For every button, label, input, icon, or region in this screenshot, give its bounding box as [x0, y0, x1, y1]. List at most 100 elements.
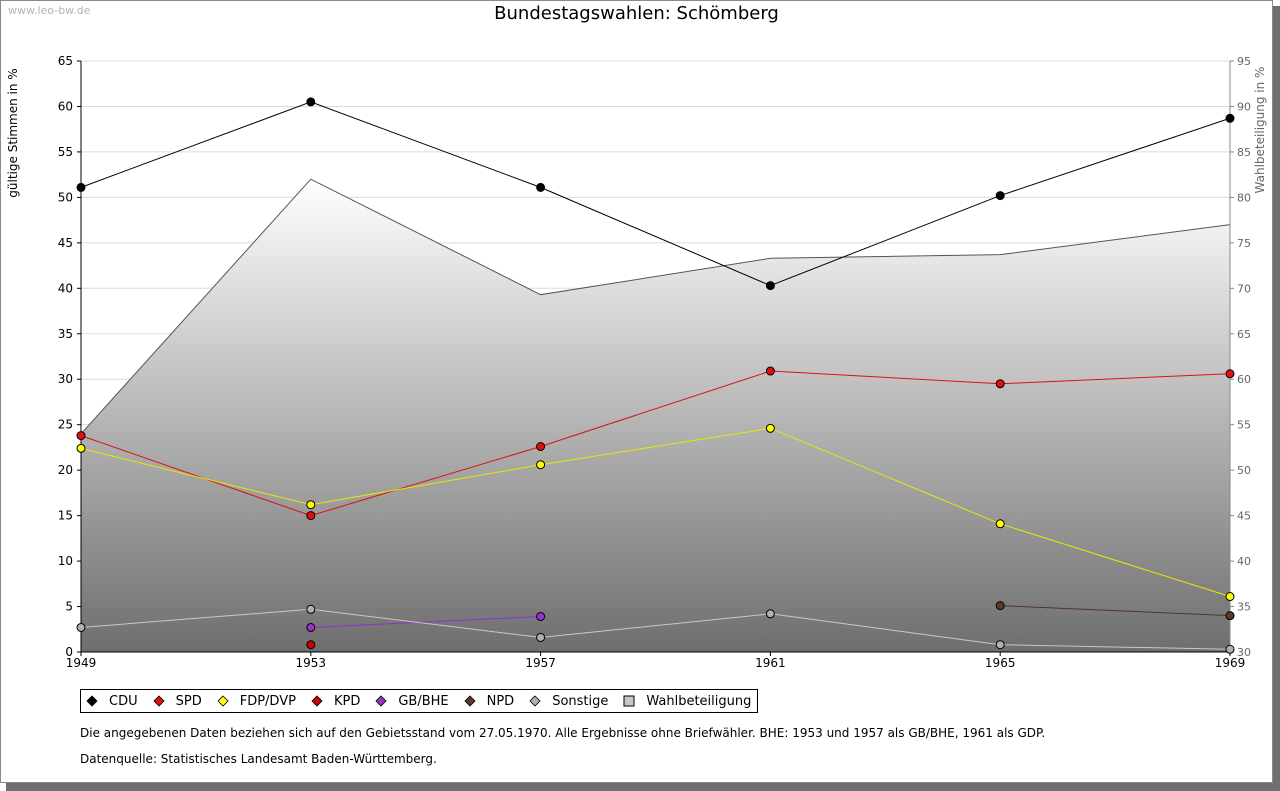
y2-tick-label: 95 — [1237, 55, 1251, 68]
x-tick-label: 1969 — [1215, 656, 1246, 670]
footnote-gebietsstand: Die angegebenen Daten beziehen sich auf … — [80, 726, 1046, 740]
y-tick-label: 5 — [65, 600, 73, 614]
series-line-cdu — [80, 101, 1231, 287]
y2-tick-label: 80 — [1237, 191, 1251, 204]
legend-item-wahlbeteiligung: Wahlbeteiligung — [622, 694, 751, 709]
legend-item-spd: SPD — [152, 694, 202, 709]
legend-item-npd: NPD — [463, 693, 515, 709]
point-sonstige — [536, 632, 546, 642]
y-tick-label: 50 — [58, 190, 73, 204]
x-tick-label: 1961 — [755, 656, 786, 670]
y2-tick-label: 85 — [1237, 146, 1251, 159]
point-gb-bhe — [536, 612, 546, 622]
y2-tick-label: 40 — [1237, 555, 1251, 568]
frame-shadow-right — [1273, 6, 1280, 791]
y2-tick-label: 65 — [1237, 328, 1251, 341]
legend-label-wahlbeteiligung: Wahlbeteiligung — [646, 693, 752, 709]
legend-swatch-gb-bhe — [375, 695, 387, 707]
x-tick-label: 1965 — [985, 656, 1016, 670]
turnout-area — [81, 179, 1230, 652]
point-gb-bhe — [306, 622, 316, 632]
point-fdp-dvp — [765, 423, 775, 433]
y2-tick-label: 90 — [1237, 100, 1251, 113]
legend-label-npd: NPD — [486, 693, 515, 709]
point-cdu — [76, 182, 86, 192]
legend: CDU SPD FDP/DVP KPD GB/BHE NPD Sonstige Wahlbet… — [80, 689, 759, 713]
legend-label-gb-bhe: GB/BHE — [398, 693, 449, 709]
legend-label-cdu: CDU — [109, 693, 138, 709]
series-line-npd — [1000, 605, 1231, 617]
legend-swatch-npd — [464, 695, 476, 707]
y-tick-label: 20 — [58, 463, 73, 477]
y2-tick-label: 35 — [1237, 601, 1251, 614]
y-tick-label: 65 — [58, 54, 73, 68]
point-cdu — [765, 281, 775, 291]
point-sonstige — [765, 609, 775, 619]
y-tick-label: 25 — [58, 418, 73, 432]
point-fdp-dvp — [995, 519, 1005, 529]
point-sonstige — [76, 622, 86, 632]
plot-area: 0 5 10 15 20 25 30 35 40 45 50 55 60 65 30 35 40 45 50 55 60… — [6, 54, 1267, 670]
series-line-spd — [80, 370, 1231, 517]
chart-title: Bundestagswahlen: Schömberg — [494, 3, 779, 24]
y-tick-label: 45 — [58, 236, 73, 250]
y-axis-title: gültige Stimmen in % — [6, 68, 20, 197]
point-kpd — [306, 640, 316, 650]
y-tick-label: 15 — [58, 509, 73, 523]
point-spd — [536, 442, 546, 452]
legend-swatch-wahlbeteiligung — [623, 695, 635, 707]
y-tick-label: 30 — [58, 372, 73, 386]
y2-tick-label: 55 — [1237, 419, 1251, 432]
legend-item-gb-bhe: GB/BHE — [374, 693, 449, 709]
legend-label-fdp-dvp: FDP/DVP — [239, 693, 296, 709]
point-spd — [1225, 369, 1235, 379]
point-fdp-dvp — [1225, 592, 1235, 602]
point-cdu — [306, 97, 316, 107]
series-line-sonstige — [80, 608, 1231, 650]
y2-tick-label: 50 — [1237, 464, 1251, 477]
legend-swatch-spd — [153, 695, 165, 707]
point-npd — [995, 601, 1005, 611]
y-tick-label: 60 — [58, 99, 73, 113]
point-cdu — [1225, 113, 1235, 123]
point-sonstige — [306, 604, 316, 614]
x-tick-label: 1949 — [66, 656, 97, 670]
y2-tick-label: 60 — [1237, 373, 1251, 386]
point-spd — [306, 511, 316, 521]
point-spd — [995, 379, 1005, 389]
y2-tick-label: 30 — [1237, 646, 1251, 659]
legend-swatch-cdu — [86, 695, 98, 707]
footnote-datenquelle: Datenquelle: Statistisches Landesamt Bad… — [80, 752, 437, 766]
legend-swatch-sonstige — [529, 695, 541, 707]
y2-axis-title: Wahlbeteiligung in % — [1253, 67, 1267, 194]
watermark: www.leo-bw.de — [8, 4, 91, 17]
frame-shadow-bottom — [6, 783, 1280, 791]
point-fdp-dvp — [306, 500, 316, 510]
series-line-gb-bhe — [310, 616, 541, 628]
y2-tick-label: 45 — [1237, 510, 1251, 523]
y-tick-label: 35 — [58, 327, 73, 341]
point-sonstige — [995, 640, 1005, 650]
y-tick-label: 55 — [58, 145, 73, 159]
y2-tick-label: 75 — [1237, 237, 1251, 250]
point-cdu — [995, 191, 1005, 201]
legend-item-fdp-dvp: FDP/DVP — [216, 694, 296, 709]
x-tick-label: 1953 — [296, 656, 327, 670]
legend-label-sonstige: Sonstige — [552, 693, 609, 709]
point-sonstige — [1225, 644, 1235, 654]
legend-item-sonstige: Sonstige — [528, 694, 608, 709]
legend-label-spd: SPD — [175, 693, 202, 709]
y2-tick-label: 70 — [1237, 282, 1251, 295]
y-tick-label: 10 — [58, 554, 73, 568]
point-spd — [765, 366, 775, 376]
x-tick-label: 1957 — [525, 656, 556, 670]
legend-label-kpd: KPD — [333, 693, 361, 709]
point-npd — [1225, 611, 1235, 621]
legend-item-cdu: CDU — [85, 694, 138, 709]
point-fdp-dvp — [536, 460, 546, 470]
point-fdp-dvp — [76, 443, 86, 453]
y-tick-label: 0 — [65, 645, 73, 659]
point-spd — [76, 431, 86, 441]
point-cdu — [536, 182, 546, 192]
series-line-fdp-dvp — [80, 427, 1231, 598]
